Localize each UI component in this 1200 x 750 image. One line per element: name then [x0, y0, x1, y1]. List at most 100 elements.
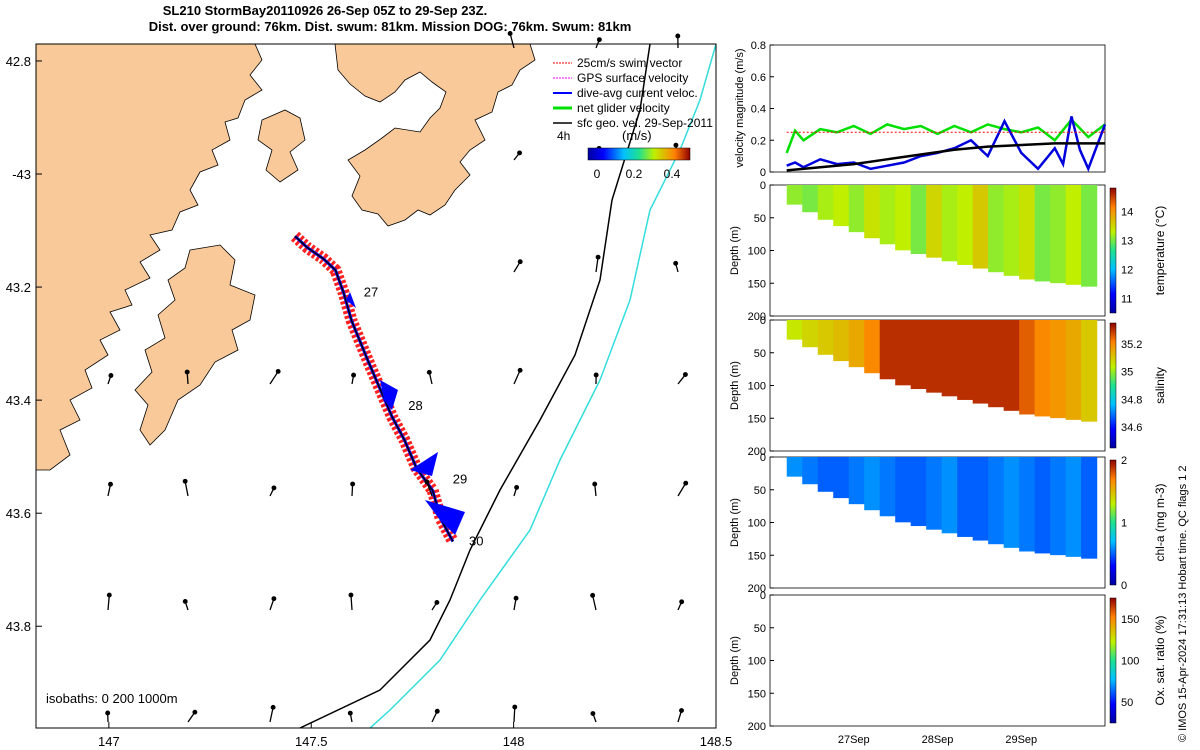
map-x-ticks: 147 147.5 148 148.5 — [98, 722, 732, 749]
temperature-tick-label: 0 — [760, 180, 766, 192]
geostrophic-arrow — [269, 707, 274, 723]
map-legend: 25cm/s swim vector GPS surface velocity … — [553, 56, 713, 181]
salinity-tick-label: 0 — [760, 315, 766, 327]
salinity-cbar-label: salinity — [1153, 367, 1167, 404]
velocity-series-1 — [786, 116, 1107, 173]
oxygen-tick-label: 200 — [748, 721, 766, 733]
chl-a-column — [1065, 457, 1082, 557]
chl-a-column — [1050, 457, 1067, 556]
time-tick-label: 27Sep — [838, 734, 870, 746]
geostrophic-arrow-head — [434, 600, 440, 605]
chl-a-column — [833, 457, 850, 499]
geostrophic-arrow — [595, 257, 599, 273]
land-west — [36, 44, 263, 471]
time-axis: 27Sep 28Sep 29Sep — [838, 734, 1037, 746]
salinity-column — [817, 320, 834, 355]
salinity-column — [879, 320, 896, 380]
temperature-tick-label: 100 — [748, 246, 766, 258]
salinity-cbar-tick: 34.8 — [1121, 394, 1142, 406]
geostrophic-arrow-head — [595, 254, 601, 260]
temperature-column — [848, 185, 865, 233]
chl-a-column — [926, 457, 943, 530]
temperature-column — [786, 185, 803, 205]
geostrophic-arrow — [509, 33, 515, 49]
chl-a-column — [802, 457, 819, 485]
chl-a-column — [1003, 457, 1020, 548]
day-label-29: 29 — [453, 471, 467, 486]
geostrophic-arrow-head — [351, 372, 357, 378]
colorbar-units: (m/s) — [622, 128, 652, 143]
oxygen-frame — [769, 594, 1106, 727]
geostrophic-arrow — [350, 594, 353, 611]
chl-a-tick-label: 200 — [748, 583, 766, 595]
map-y-tick-label: 43.4 — [6, 393, 31, 408]
temperature-column — [802, 185, 819, 213]
geostrophic-arrow-head — [507, 31, 513, 36]
current-vector-blob-4 — [346, 292, 356, 308]
temperature-column — [1019, 185, 1036, 280]
temperature-column — [972, 185, 989, 269]
salinity-column — [895, 320, 912, 386]
map-y-tick-label: 42.8 — [6, 54, 31, 69]
velocity-tick-label: 0.8 — [751, 40, 766, 52]
geostrophic-arrow — [107, 595, 110, 611]
chl-a-column — [864, 457, 881, 511]
geostrophic-arrow-head — [513, 595, 519, 601]
temperature-column — [957, 185, 974, 265]
salinity-cbar-tick: 34.6 — [1121, 422, 1142, 434]
geostrophic-arrow-head — [673, 142, 679, 148]
salinity-tick-label: 200 — [748, 446, 766, 458]
velocity-series-0 — [785, 117, 1106, 154]
salinity-column — [972, 320, 989, 404]
temperature-column — [1081, 185, 1098, 287]
panel-oxygen: 0 50 100 150 200 Depth (m) 50 100 150 Ox. sat. ra… — [729, 590, 1167, 733]
current-vector-blob-3 — [425, 500, 465, 535]
day-label-30: 30 — [469, 533, 483, 548]
chl-a-column — [895, 457, 912, 523]
geostrophic-arrow-head — [683, 480, 689, 486]
velocity-series-2 — [786, 142, 1105, 172]
temperature-column — [864, 185, 881, 239]
land-layer — [36, 44, 536, 471]
geostrophic-arrow — [269, 371, 279, 385]
velocity-panel: 0 0.2 0.4 0.6 0.8 velocity magnitude (m/s) — [734, 40, 1107, 179]
map-x-tick-label: 147.5 — [295, 734, 328, 749]
geostrophic-arrow-head — [271, 596, 277, 602]
chl-a-column — [786, 457, 803, 477]
geostrophic-arrow — [513, 370, 521, 385]
geostrophic-arrow-head — [347, 710, 353, 716]
chl-a-column — [910, 457, 927, 527]
temperature-column — [895, 185, 912, 251]
map-x-tick-label: 148 — [503, 734, 525, 749]
geostrophic-arrow-head — [424, 479, 430, 485]
oxygen-tick-label: 150 — [748, 688, 766, 700]
chl-a-tick-label: 100 — [748, 518, 766, 530]
oxygen-cbar-label: Ox. sat. ratio (%) — [1153, 615, 1167, 705]
legend-sfc-time: 4h — [557, 129, 570, 143]
salinity-column — [1065, 320, 1082, 420]
glider-track-core — [294, 235, 454, 542]
legend-gps: GPS surface velocity — [577, 71, 688, 85]
salinity-cbar-tick: 35.2 — [1121, 339, 1142, 351]
geostrophic-arrow-head — [675, 33, 681, 39]
oxygen-tick-label: 50 — [754, 623, 766, 635]
temperature-column — [926, 185, 943, 258]
salinity-column — [1034, 320, 1051, 417]
geostrophic-arrow-head — [517, 150, 522, 156]
chl-a-column — [879, 457, 896, 517]
map-y-tick-label: 43.8 — [6, 619, 31, 634]
geostrophic-arrow — [513, 706, 516, 723]
map-panel: 27 28 29 30 147 147.5 148 148.5 42.8 -43 43.2 43.… — [6, 31, 732, 749]
salinity-column — [1081, 320, 1098, 422]
day-label-28: 28 — [408, 398, 422, 413]
title-line-1: SL210 StormBay20110926 26-Sep 05Z to 29-… — [162, 3, 488, 18]
temperature-column — [1034, 185, 1051, 282]
geostrophic-arrow-head — [682, 372, 688, 377]
isobath-1000m — [369, 44, 716, 728]
legend-swim: 25cm/s swim vector — [577, 56, 682, 70]
oxygen-cbar-tick: 100 — [1121, 656, 1139, 668]
salinity-tick-label: 150 — [748, 413, 766, 425]
geostrophic-arrow-head — [590, 711, 596, 716]
temperature-tick-label: 150 — [748, 278, 766, 290]
